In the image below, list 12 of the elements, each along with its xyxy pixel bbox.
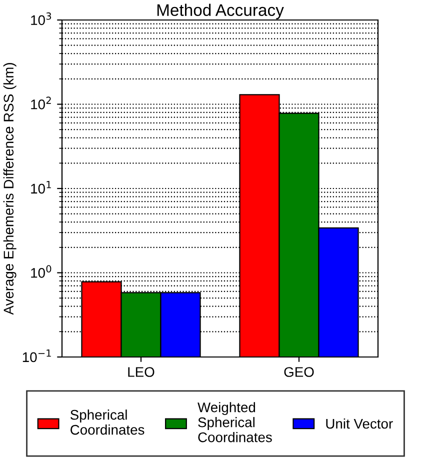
legend-label: Weighted Spherical Coordinates — [198, 402, 272, 442]
y-tick-label: 10$^{0}$ — [31, 265, 52, 278]
x-tick-label: GEO — [284, 367, 314, 377]
chart-title: Method Accuracy — [157, 4, 284, 20]
y-tick-label: 10$^{−1}$ — [22, 350, 51, 362]
y-axis-title: Average Ephemeris Difference RSS (km) — [3, 63, 16, 315]
x-tick-label: LEO — [128, 367, 154, 377]
legend-label: Spherical Coordinates — [70, 410, 144, 435]
y-tick-label: 10$^{2}$ — [31, 96, 51, 110]
legend-label: Unit Vector — [326, 418, 393, 429]
y-tick-label: 10$^{3}$ — [31, 12, 52, 26]
y-tick-label: 10$^{1}$ — [31, 181, 51, 194]
